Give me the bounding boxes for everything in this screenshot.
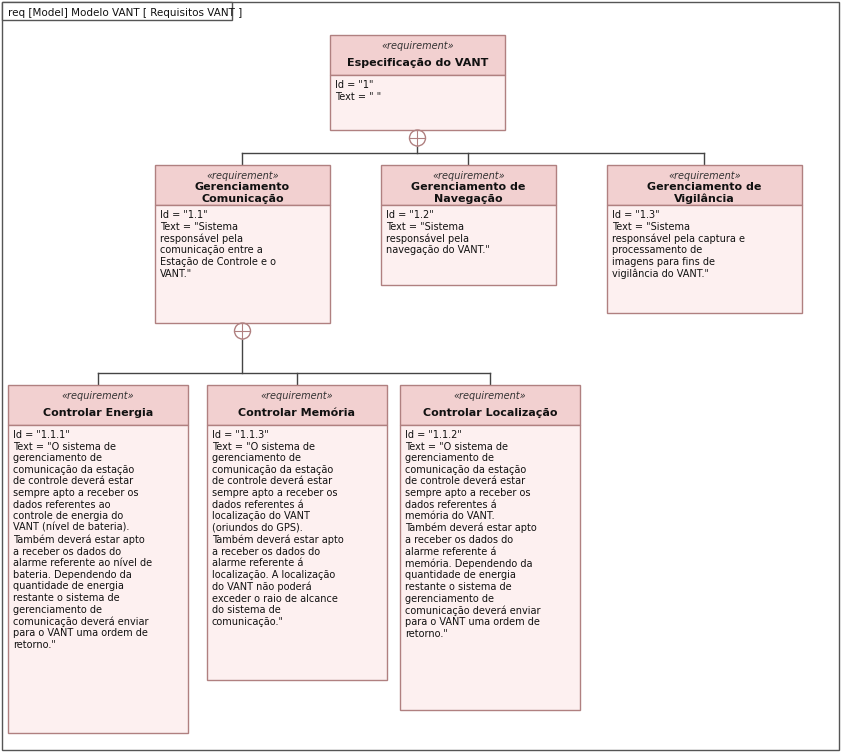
Bar	[8, 385, 188, 425]
Text: Id = "1.1.3"
Text = "O sistema de
gerenciamento de
comunicação da estação
de con: Id = "1.1.3" Text = "O sistema de gerenc…	[212, 430, 344, 627]
Text: Gerenciamento de
Navegação: Gerenciamento de Navegação	[411, 182, 526, 204]
Text: Gerenciamento de
Vigilância: Gerenciamento de Vigilância	[648, 182, 762, 204]
Text: «requirement»: «requirement»	[206, 171, 279, 181]
Text: Controlar Energia: Controlar Energia	[43, 408, 153, 418]
Text: Id = "1.1.1"
Text = "O sistema de
gerenciamento de
comunicação da estação
de con: Id = "1.1.1" Text = "O sistema de gerenc…	[13, 430, 152, 650]
Text: Id = "1.2"
Text = "Sistema
responsável pela
navegação do VANT.": Id = "1.2" Text = "Sistema responsável p…	[386, 210, 489, 256]
Text: Especificação do VANT: Especificação do VANT	[346, 58, 488, 68]
Bar	[155, 205, 330, 323]
Bar	[607, 205, 802, 313]
Text: req [Model] Modelo VANT [ Requisitos VANT ]: req [Model] Modelo VANT [ Requisitos VAN…	[8, 8, 242, 18]
Text: «requirement»: «requirement»	[453, 391, 526, 401]
Text: «requirement»: «requirement»	[432, 171, 505, 181]
Bar	[207, 385, 387, 425]
Text: «requirement»: «requirement»	[381, 41, 454, 51]
Text: Controlar Localização: Controlar Localização	[423, 408, 558, 418]
Text: «requirement»: «requirement»	[61, 391, 135, 401]
Text: Id = "1.1.2"
Text = "O sistema de
gerenciamento de
comunicação da estação
de con: Id = "1.1.2" Text = "O sistema de gerenc…	[405, 430, 541, 639]
Text: Controlar Memória: Controlar Memória	[239, 408, 356, 418]
Bar	[400, 425, 580, 710]
Bar	[381, 205, 556, 285]
Bar	[330, 35, 505, 75]
Bar	[607, 165, 802, 205]
Bar	[400, 385, 580, 425]
Text: Id = "1.1"
Text = "Sistema
responsável pela
comunicação entre a
Estação de Contr: Id = "1.1" Text = "Sistema responsável p…	[160, 210, 276, 278]
Text: Id = "1.3"
Text = "Sistema
responsável pela captura e
processamento de
imagens p: Id = "1.3" Text = "Sistema responsável p…	[612, 210, 745, 279]
Text: «requirement»: «requirement»	[669, 171, 741, 181]
Bar	[2, 2, 232, 20]
Text: «requirement»: «requirement»	[261, 391, 333, 401]
Text: Id = "1"
Text = " ": Id = "1" Text = " "	[335, 80, 381, 102]
Bar	[330, 75, 505, 130]
Bar	[8, 425, 188, 733]
Bar	[207, 425, 387, 680]
Bar	[155, 165, 330, 205]
Text: Gerenciamento
Comunicação: Gerenciamento Comunicação	[195, 182, 290, 204]
Bar	[381, 165, 556, 205]
